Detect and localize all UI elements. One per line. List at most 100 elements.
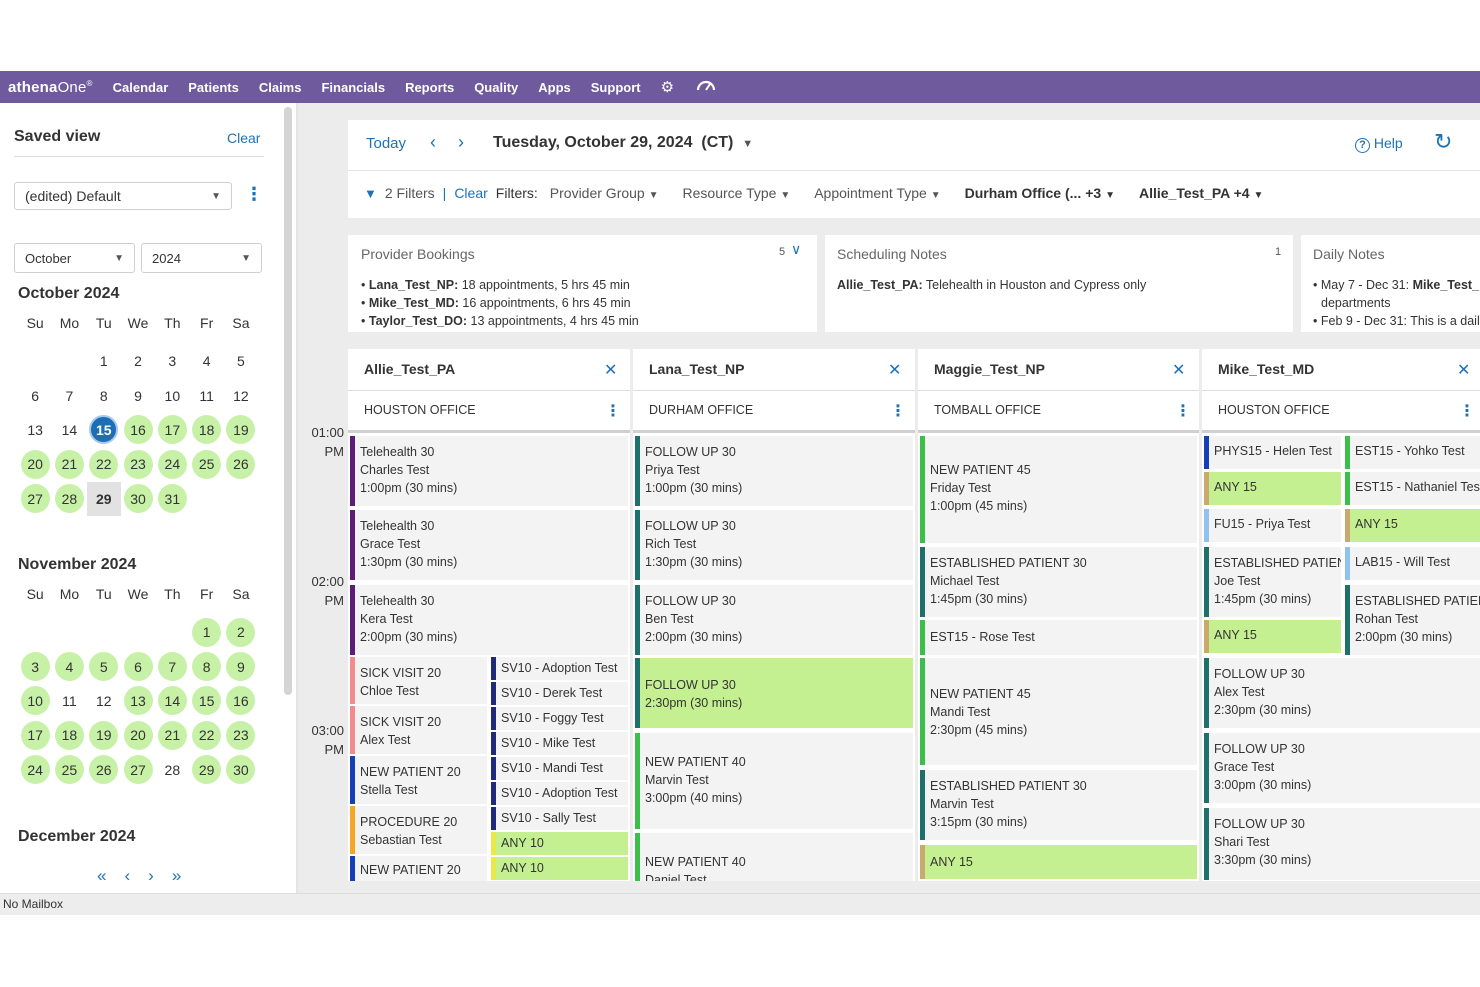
- calendar-day[interactable]: 11: [199, 387, 214, 404]
- saved-view-clear-link[interactable]: Clear: [227, 130, 261, 146]
- appointment[interactable]: PHYS15 - Helen Test: [1204, 436, 1341, 469]
- kebab-menu-icon[interactable]: ⋮: [245, 184, 263, 204]
- appointment[interactable]: PROCEDURE 20 Sebastian Test: [350, 806, 487, 854]
- appointment[interactable]: NEW PATIENT 20: [350, 856, 487, 881]
- chevron-right-icon[interactable]: ›: [148, 866, 154, 885]
- calendar-day-available[interactable]: 31: [155, 482, 189, 516]
- appointment[interactable]: Telehealth 30 Kera Test 2:00pm (30 mins): [350, 585, 628, 655]
- kebab-menu-icon[interactable]: ⋮: [1175, 403, 1191, 420]
- calendar-day[interactable]: 10: [164, 387, 181, 404]
- provider-filter[interactable]: Allie_Test_PA +4 ▼: [1139, 185, 1263, 201]
- calendar-day-available[interactable]: 8: [189, 649, 223, 683]
- year-select[interactable]: 2024 ▼: [141, 243, 262, 273]
- calendar-day-available[interactable]: 19: [224, 413, 258, 447]
- appointment[interactable]: Telehealth 30 Grace Test 1:30pm (30 mins): [350, 510, 628, 580]
- nav-calendar[interactable]: Calendar: [112, 79, 169, 95]
- appointment[interactable]: ESTABLISHED PATIENT 30 Marvin Test 3:15pm …: [920, 770, 1197, 840]
- calendar-day-available[interactable]: 16: [224, 684, 258, 718]
- calendar-day-available[interactable]: 24: [18, 753, 52, 787]
- close-column-icon[interactable]: ✕: [1457, 362, 1471, 379]
- calendar-day[interactable]: 5: [237, 353, 245, 370]
- appointment[interactable]: ESTABLISHED PATIEN Joe Test 1:45pm (30 min…: [1204, 547, 1341, 617]
- nav-reports[interactable]: Reports: [405, 79, 455, 95]
- calendar-day[interactable]: 2: [134, 353, 142, 370]
- appointment[interactable]: ESTABLISHED PATIENT 30 Michael Test 1:45pm…: [920, 547, 1197, 617]
- provider-group-filter[interactable]: Provider Group ▼: [550, 185, 659, 201]
- calendar-day-available[interactable]: 23: [224, 718, 258, 752]
- calendar-day-available[interactable]: 25: [52, 753, 86, 787]
- open-slot[interactable]: ANY 10: [491, 832, 628, 855]
- calendar-day-available[interactable]: 20: [121, 718, 155, 752]
- calendar-day-available[interactable]: 24: [155, 447, 189, 481]
- calendar-day-available[interactable]: 17: [18, 718, 52, 752]
- appointment[interactable]: FOLLOW UP 30 Grace Test 3:00pm (30 mins): [1204, 733, 1480, 803]
- kebab-menu-icon[interactable]: ⋮: [890, 403, 906, 420]
- left-panel-scrollbar[interactable]: [284, 107, 292, 695]
- calendar-day-available[interactable]: 21: [155, 718, 189, 752]
- close-column-icon[interactable]: ✕: [1172, 362, 1186, 379]
- appointment[interactable]: SV10 - Mike Test: [491, 732, 628, 755]
- appointment[interactable]: NEW PATIENT 20 Stella Test: [350, 756, 487, 804]
- calendar-day-available[interactable]: 6: [121, 649, 155, 683]
- chevron-down-icon[interactable]: ∨: [791, 241, 802, 257]
- appointment[interactable]: EST15 - Rose Test: [920, 620, 1197, 655]
- calendar-day[interactable]: 12: [233, 387, 249, 404]
- appointment[interactable]: SICK VISIT 20 Chloe Test: [350, 657, 487, 704]
- collapse-filters-icon[interactable]: ▼: [364, 185, 377, 201]
- appointment[interactable]: SV10 - Sally Test: [491, 807, 628, 830]
- appointment[interactable]: FOLLOW UP 30 Alex Test 2:30pm (30 mins): [1204, 658, 1480, 728]
- calendar-day[interactable]: 3: [168, 353, 177, 370]
- appointment[interactable]: NEW PATIENT 40 Daniel Test: [635, 833, 913, 881]
- double-chevron-left-icon[interactable]: «: [97, 866, 107, 885]
- help-link[interactable]: ? Help: [1355, 135, 1403, 153]
- appointment[interactable]: Telehealth 30 Charles Test 1:00pm (30 mins…: [350, 436, 628, 506]
- next-day-icon[interactable]: ›: [458, 132, 464, 152]
- calendar-day-available[interactable]: 9: [224, 649, 258, 683]
- open-slot[interactable]: ANY 15: [1204, 620, 1341, 653]
- athenaone-logo[interactable]: athenaOne®: [8, 78, 93, 96]
- appointment[interactable]: EST15 - Yohko Test: [1345, 436, 1480, 469]
- appointment[interactable]: FOLLOW UP 30 Rich Test 1:30pm (30 mins): [635, 510, 913, 580]
- calendar-day-available[interactable]: 4: [52, 649, 86, 683]
- appointment[interactable]: SV10 - Foggy Test: [491, 707, 628, 730]
- appointment[interactable]: NEW PATIENT 40 Marvin Test 3:00pm (40 mins…: [635, 733, 913, 829]
- calendar-day-available[interactable]: 27: [18, 482, 52, 516]
- appointment[interactable]: FOLLOW UP 30 2:30pm (30 mins): [635, 658, 913, 728]
- calendar-day-available[interactable]: 14: [155, 684, 189, 718]
- calendar-day-available[interactable]: 21: [52, 447, 86, 481]
- filters-count[interactable]: 2 Filters: [384, 185, 435, 201]
- resource-type-filter[interactable]: Resource Type ▼: [683, 185, 791, 201]
- nav-apps[interactable]: Apps: [538, 79, 571, 95]
- close-column-icon[interactable]: ✕: [888, 362, 902, 379]
- calendar-day-available[interactable]: 29: [189, 753, 223, 787]
- calendar-day-available[interactable]: 27: [121, 753, 155, 787]
- nav-quality[interactable]: Quality: [474, 79, 519, 95]
- nav-claims[interactable]: Claims: [258, 79, 302, 95]
- calendar-day-available[interactable]: 16: [121, 413, 155, 447]
- saved-view-select[interactable]: (edited) Default ▼: [14, 182, 232, 210]
- today-button[interactable]: Today: [366, 135, 407, 152]
- month-select[interactable]: October ▼: [14, 243, 135, 273]
- calendar-day-available[interactable]: 10: [18, 684, 52, 718]
- calendar-day-today[interactable]: 29: [86, 481, 121, 516]
- calendar-day-available[interactable]: 13: [121, 684, 155, 718]
- calendar-day-available[interactable]: 7: [155, 649, 189, 683]
- dashboard-gauge-icon[interactable]: [696, 78, 716, 96]
- gear-icon[interactable]: ⚙: [660, 79, 675, 96]
- calendar-day-available[interactable]: 18: [189, 413, 223, 447]
- nav-patients[interactable]: Patients: [188, 79, 239, 95]
- appointment[interactable]: SV10 - Adoption Test: [491, 782, 628, 805]
- calendar-day-available[interactable]: 2: [224, 615, 258, 649]
- appointment[interactable]: SICK VISIT 20 Alex Test: [350, 706, 487, 754]
- appointment-type-filter[interactable]: Appointment Type ▼: [814, 185, 940, 201]
- appointment[interactable]: LAB15 - Will Test: [1345, 547, 1480, 580]
- calendar-day-available[interactable]: 5: [87, 649, 121, 683]
- calendar-day[interactable]: 13: [27, 421, 43, 438]
- appointment[interactable]: FOLLOW UP 30 Priya Test 1:00pm (30 mins): [635, 436, 913, 506]
- calendar-day-available[interactable]: 25: [189, 447, 223, 481]
- appointment[interactable]: ESTABLISHED PATIEN Rohan Test 2:00pm (30 m…: [1345, 585, 1480, 655]
- kebab-menu-icon[interactable]: ⋮: [605, 403, 621, 420]
- chevron-left-icon[interactable]: ‹: [124, 866, 131, 885]
- close-column-icon[interactable]: ✕: [604, 362, 618, 379]
- calendar-day-available[interactable]: 1: [189, 615, 223, 649]
